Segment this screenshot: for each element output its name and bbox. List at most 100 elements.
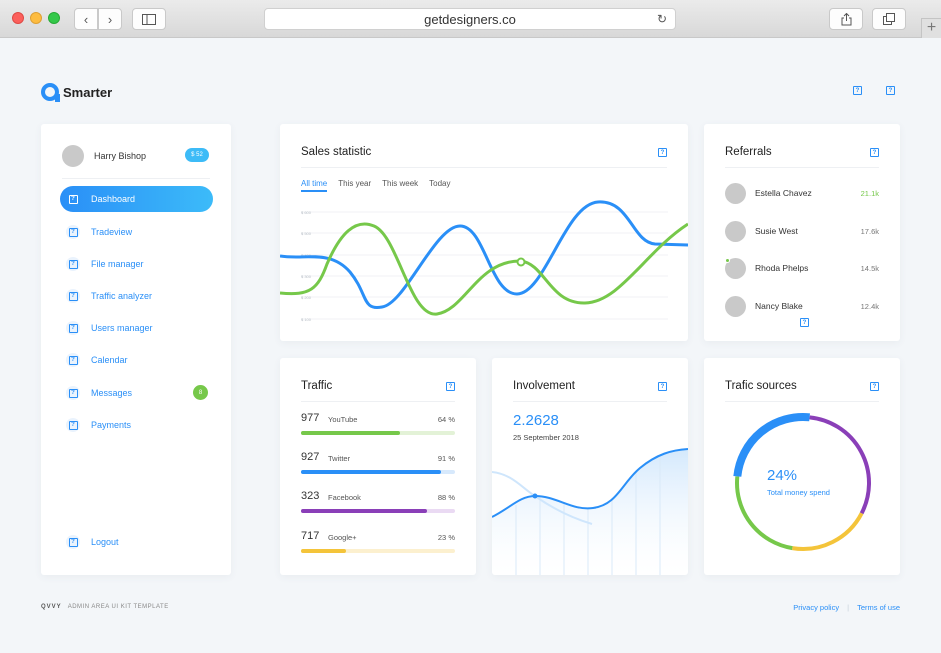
card-title: Referrals	[725, 146, 772, 158]
traffic-percent: 91 %	[437, 454, 455, 463]
sidebar-toggle-icon[interactable]	[132, 8, 166, 30]
divider	[301, 167, 667, 168]
donut-label: Total money spend	[767, 488, 830, 497]
series-blue-line	[280, 200, 688, 310]
sidebar-item-payments[interactable]: ? Payments	[60, 412, 213, 438]
sidebar-item-calendar[interactable]: ? Calendar	[60, 347, 213, 373]
sales-line-chart: $ 600 $ 500 $ 400 $ 300 $ 200 $ 100	[280, 200, 688, 322]
list-item[interactable]: Rhoda Phelps 14.5k	[725, 256, 879, 280]
sidebar-item-label: Traffic analyzer	[91, 291, 153, 301]
sidebar-item-users-manager[interactable]: ? Users manager	[60, 315, 213, 341]
card-title: Involvement	[513, 380, 576, 392]
traffic-source: Twitter	[328, 454, 351, 463]
progress-fill	[301, 431, 400, 435]
privacy-policy-link[interactable]: Privacy policy	[793, 603, 840, 612]
footer-brand: QVVY ADMIN AREA UI KIT TEMPLATE	[41, 604, 169, 610]
progress-fill	[301, 470, 442, 474]
terms-of-use-link[interactable]: Terms of use	[857, 603, 900, 612]
tab-today[interactable]: Today	[429, 179, 451, 188]
chart-highlight-point[interactable]	[516, 257, 526, 267]
reload-icon[interactable]: ↻	[656, 12, 667, 26]
tab-this-year[interactable]: This year	[338, 179, 372, 188]
close-window-button[interactable]	[12, 12, 24, 24]
traffic-row-twitter: 927 Twitter 91 %	[301, 451, 455, 481]
list-item[interactable]: Estella Chavez 21.1k	[725, 181, 879, 205]
sidebar-item-label: File manager	[91, 259, 144, 269]
card-options-icon[interactable]: ?	[870, 382, 879, 391]
address-bar[interactable]: getdesigners.co ↻	[264, 8, 676, 30]
dashboard-icon: ?	[66, 192, 80, 206]
sidebar-item-label: Tradeview	[91, 227, 133, 237]
share-icon[interactable]	[829, 8, 863, 30]
traffic-percent: 23 %	[437, 533, 455, 542]
sidebar-item-traffic-analyzer[interactable]: ? Traffic analyzer	[60, 283, 213, 309]
donut-percent: 24%	[767, 467, 798, 484]
card-title: Traffic	[301, 380, 333, 392]
y-tick: $ 300	[301, 274, 312, 279]
involvement-area	[492, 449, 688, 575]
footer-logo: QVVY	[41, 604, 62, 610]
users-manager-icon: ?	[66, 321, 80, 335]
traffic-count: 717	[301, 530, 320, 542]
traffic-count: 323	[301, 490, 320, 502]
traffic-row-youtube: 977 YouTube 64 %	[301, 412, 455, 442]
divider	[513, 401, 667, 402]
back-icon[interactable]: ‹	[74, 8, 98, 30]
help-icon[interactable]: ?	[853, 86, 862, 95]
traffic-source: Facebook	[328, 493, 361, 502]
forward-icon[interactable]: ›	[98, 8, 122, 30]
calendar-icon: ?	[66, 353, 80, 367]
referral-name: Rhoda Phelps	[755, 263, 809, 273]
sidebar-item-tradeview[interactable]: ? Tradeview	[60, 219, 213, 245]
involvement-point[interactable]	[532, 493, 538, 499]
referral-name: Susie West	[755, 226, 798, 236]
card-title: Trafic sources	[725, 380, 797, 392]
sidebar-item-dashboard[interactable]: ? Dashboard	[60, 186, 213, 212]
y-tick: $ 600	[301, 210, 312, 215]
minimize-window-button[interactable]	[30, 12, 42, 24]
sales-statistic-card: Sales statistic ? All time This year Thi…	[280, 124, 688, 341]
involvement-card: Involvement ? 2.2628 25 September 2018	[492, 358, 688, 575]
card-options-icon[interactable]: ?	[658, 382, 667, 391]
messages-icon: ?	[66, 386, 80, 400]
notifications-icon[interactable]: ?	[886, 86, 895, 95]
list-item[interactable]: Nancy Blake 12.4k	[725, 294, 879, 318]
sidebar-item-label: Payments	[91, 420, 132, 430]
sidebar-item-label: Calendar	[91, 355, 128, 365]
referral-value: 12.4k	[860, 301, 879, 311]
traffic-source: Google+	[328, 533, 357, 542]
avatar	[62, 145, 84, 167]
donut-segment	[809, 415, 871, 515]
new-tab-icon[interactable]: +	[921, 18, 941, 38]
tab-all-time[interactable]: All time	[301, 179, 328, 192]
tab-this-week[interactable]: This week	[382, 179, 419, 188]
period-tabs: All time This year This week Today	[301, 179, 451, 192]
maximize-window-button[interactable]	[48, 12, 60, 24]
sidebar-item-file-manager[interactable]: ? File manager	[60, 251, 213, 277]
avatar	[725, 182, 746, 204]
show-more-icon[interactable]: ?	[800, 318, 809, 327]
app-logo[interactable]: Smarter	[41, 83, 113, 102]
user-profile[interactable]: Harry Bishop	[62, 145, 146, 167]
involvement-value: 2.2628	[513, 412, 559, 429]
progress-fill	[301, 509, 428, 513]
progress-track	[301, 549, 455, 553]
footer-links: Privacy policy | Terms of use	[793, 603, 900, 612]
list-item[interactable]: Susie West 17.6k	[725, 219, 879, 243]
donut-segment	[791, 512, 864, 551]
logout-button[interactable]: ? Logout	[60, 529, 213, 555]
traffic-percent: 88 %	[437, 493, 455, 502]
card-options-icon[interactable]: ?	[658, 148, 667, 157]
avatar	[725, 295, 746, 317]
traffic-row-google-plus: 717 Google+ 23 %	[301, 530, 455, 560]
referral-name: Nancy Blake	[755, 301, 803, 311]
sidebar: Harry Bishop $ 52 ? Dashboard ? Tradevie…	[41, 124, 231, 575]
progress-track	[301, 431, 455, 435]
sidebar-item-messages[interactable]: ? Messages 8	[60, 380, 213, 406]
card-options-icon[interactable]: ?	[446, 382, 455, 391]
app-name: Smarter	[63, 84, 113, 100]
donut-segment	[733, 413, 810, 477]
tabs-overview-icon[interactable]	[872, 8, 906, 30]
card-options-icon[interactable]: ?	[870, 148, 879, 157]
avatar	[725, 257, 746, 279]
